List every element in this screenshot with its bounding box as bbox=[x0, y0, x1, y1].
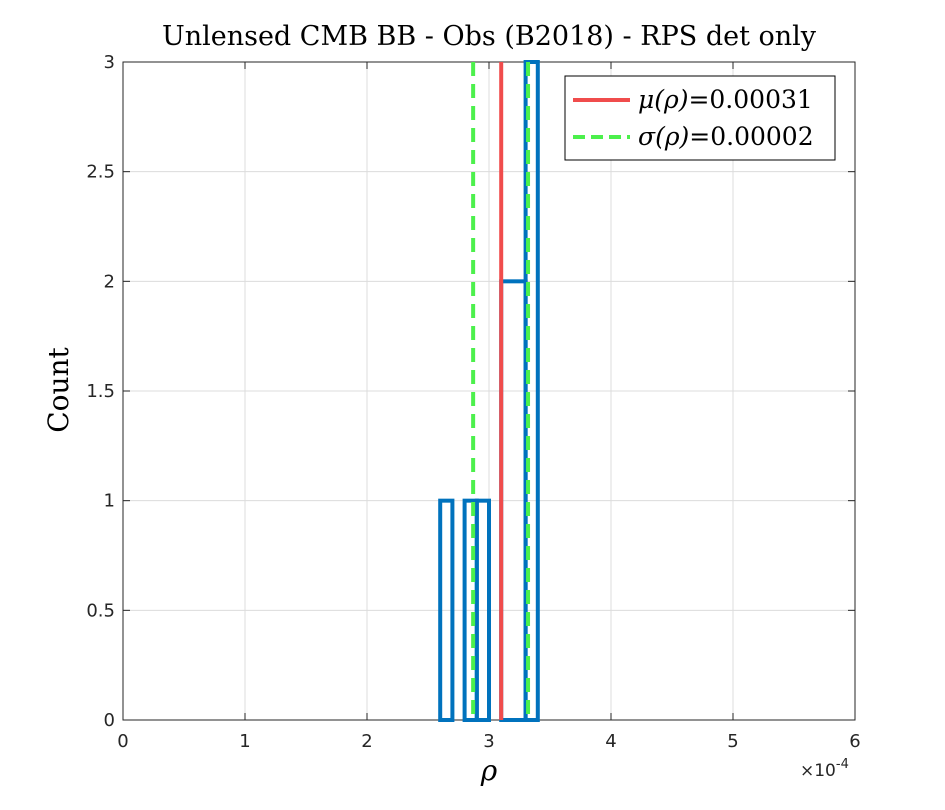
y-tick-label: 0.5 bbox=[86, 600, 115, 621]
legend-sigma-value: =0.00002 bbox=[689, 122, 813, 151]
y-tick-label: 0 bbox=[104, 710, 115, 731]
histogram-bin bbox=[474, 498, 491, 722]
x-tick-label: 2 bbox=[361, 731, 372, 752]
x-tick-label: 6 bbox=[849, 731, 860, 752]
x-tick-label: 5 bbox=[727, 731, 738, 752]
reference-lines bbox=[471, 62, 531, 720]
x-axis-label: ρ bbox=[480, 754, 498, 787]
y-tick-label: 3 bbox=[104, 52, 115, 73]
x-axis-exponent-base: ×10 bbox=[800, 761, 836, 781]
legend-box bbox=[564, 75, 836, 161]
legend-sigma-symbol: σ(ρ) bbox=[638, 122, 689, 151]
legend-mean-value: =0.00031 bbox=[688, 85, 812, 114]
x-tick-label: 3 bbox=[483, 731, 494, 752]
x-axis-ticks: 0 1 2 3 4 5 6 bbox=[117, 62, 861, 752]
legend-mean-symbol: μ(ρ) bbox=[638, 85, 688, 114]
y-axis-ticks: 0 0.5 1 1.5 2 2.5 3 bbox=[86, 52, 855, 731]
y-axis-label: Count bbox=[42, 346, 75, 432]
y-tick-label: 2 bbox=[104, 271, 115, 292]
chart-title: Unlensed CMB BB - Obs (B2018) - RPS det … bbox=[162, 21, 817, 52]
histogram-bin bbox=[438, 498, 455, 722]
y-tick-label: 1.5 bbox=[86, 381, 115, 402]
x-axis-exponent-power: -4 bbox=[836, 757, 849, 772]
legend: μ(ρ)=0.00031 σ(ρ)=0.00002 bbox=[564, 75, 836, 161]
x-axis-exponent: ×10-4 bbox=[800, 757, 849, 781]
x-tick-label: 1 bbox=[239, 731, 250, 752]
x-tick-label: 0 bbox=[117, 731, 128, 752]
y-tick-label: 1 bbox=[104, 491, 115, 512]
histogram-bin bbox=[523, 60, 540, 722]
legend-mean-label: μ(ρ)=0.00031 bbox=[638, 85, 813, 114]
x-tick-label: 4 bbox=[605, 731, 616, 752]
y-tick-label: 2.5 bbox=[86, 162, 115, 183]
legend-sigma-label: σ(ρ)=0.00002 bbox=[638, 122, 814, 151]
